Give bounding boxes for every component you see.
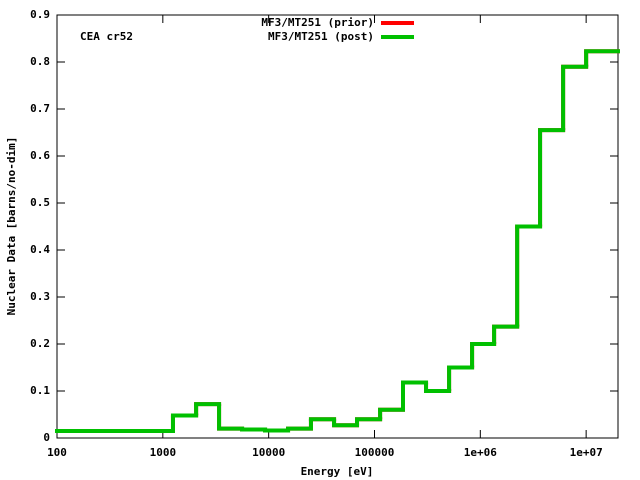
legend-label: MF3/MT251 (post) xyxy=(268,30,374,43)
y-tick-label: 0.5 xyxy=(30,196,50,209)
y-tick-label: 0 xyxy=(43,431,50,444)
y-tick-label: 0.1 xyxy=(30,384,50,397)
x-axis-label: Energy [eV] xyxy=(301,465,374,478)
x-tick-label: 100000 xyxy=(355,446,395,459)
y-tick-label: 0.8 xyxy=(30,55,50,68)
x-tick-label: 1e+07 xyxy=(570,446,603,459)
x-tick-label: 1000 xyxy=(150,446,177,459)
y-tick-label: 0.6 xyxy=(30,149,50,162)
x-tick-label: 1e+06 xyxy=(464,446,497,459)
x-tick-label: 100 xyxy=(47,446,67,459)
plot-border xyxy=(56,14,619,439)
y-axis-label: Nuclear Data [barns/no-dim] xyxy=(5,137,18,316)
y-tick-label: 0.3 xyxy=(30,290,50,303)
y-tick-label: 0.7 xyxy=(30,102,50,115)
y-tick-label: 0.9 xyxy=(30,8,50,21)
x-tick-label: 10000 xyxy=(252,446,285,459)
annotation: CEA cr52 xyxy=(80,30,133,43)
y-tick-label: 0.4 xyxy=(30,243,50,256)
y-tick-label: 0.2 xyxy=(30,337,50,350)
legend-label: MF3/MT251 (prior) xyxy=(261,16,374,29)
